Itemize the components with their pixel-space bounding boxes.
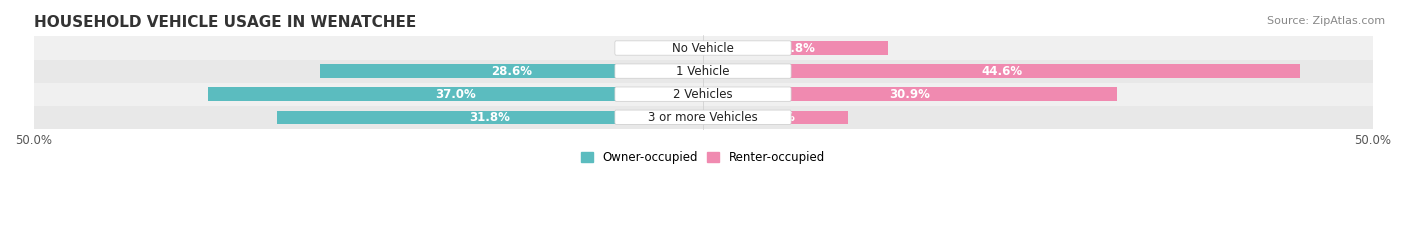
FancyBboxPatch shape — [614, 41, 792, 55]
FancyBboxPatch shape — [614, 87, 792, 101]
Bar — [703, 110, 848, 124]
Text: 44.6%: 44.6% — [981, 65, 1022, 78]
Bar — [34, 37, 1372, 60]
Bar — [208, 87, 703, 101]
Text: 3 or more Vehicles: 3 or more Vehicles — [648, 111, 758, 124]
Bar — [34, 83, 1372, 106]
Bar — [321, 64, 703, 78]
FancyBboxPatch shape — [614, 64, 792, 78]
Text: 37.0%: 37.0% — [434, 88, 475, 101]
Text: 10.8%: 10.8% — [755, 111, 796, 124]
Bar — [277, 110, 703, 124]
Bar — [703, 87, 1116, 101]
Bar — [703, 64, 1301, 78]
Text: 30.9%: 30.9% — [890, 88, 931, 101]
Text: 31.8%: 31.8% — [470, 111, 510, 124]
Bar — [669, 41, 703, 55]
Text: No Vehicle: No Vehicle — [672, 41, 734, 55]
Text: 28.6%: 28.6% — [491, 65, 531, 78]
Text: 1 Vehicle: 1 Vehicle — [676, 65, 730, 78]
Bar — [34, 60, 1372, 83]
Text: Source: ZipAtlas.com: Source: ZipAtlas.com — [1267, 16, 1385, 26]
Text: 2 Vehicles: 2 Vehicles — [673, 88, 733, 101]
FancyBboxPatch shape — [614, 110, 792, 124]
Text: 13.8%: 13.8% — [775, 41, 815, 55]
Text: 2.5%: 2.5% — [626, 41, 659, 55]
Bar — [34, 106, 1372, 129]
Legend: Owner-occupied, Renter-occupied: Owner-occupied, Renter-occupied — [581, 151, 825, 164]
Text: HOUSEHOLD VEHICLE USAGE IN WENATCHEE: HOUSEHOLD VEHICLE USAGE IN WENATCHEE — [34, 15, 416, 30]
Bar — [703, 41, 887, 55]
